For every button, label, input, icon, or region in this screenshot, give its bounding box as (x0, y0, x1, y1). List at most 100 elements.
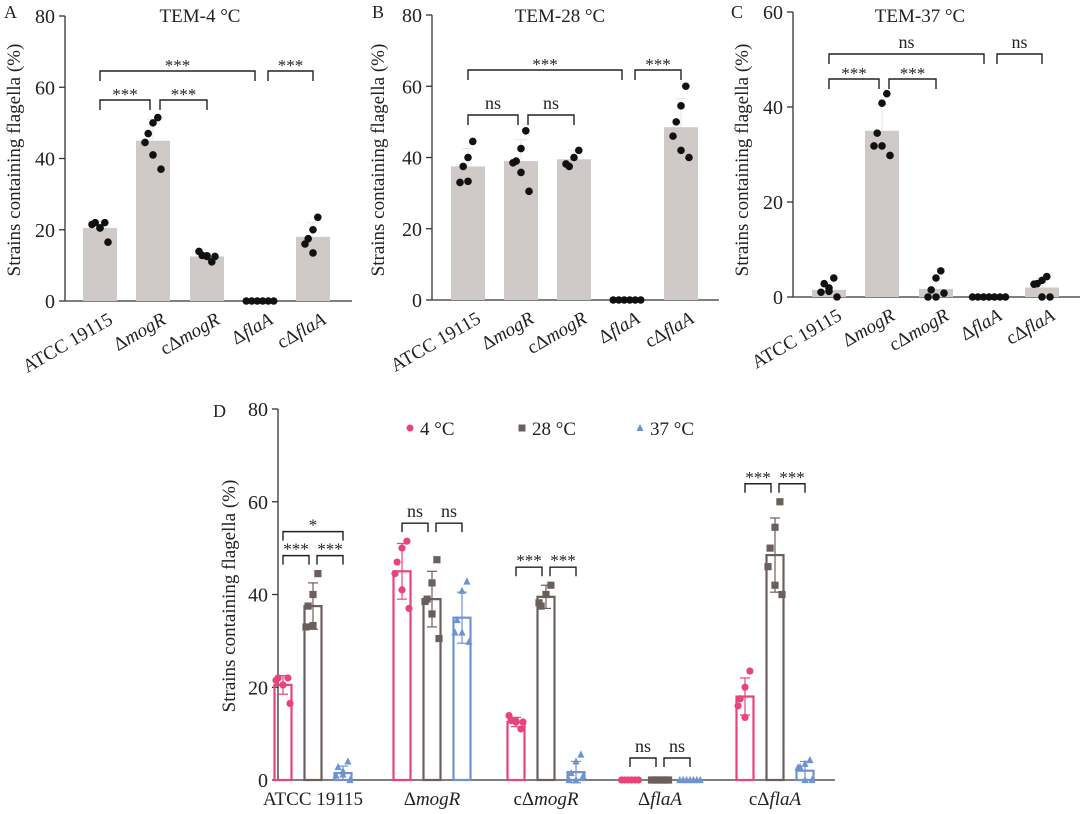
circle-marker (405, 604, 413, 613)
square-marker (433, 556, 441, 564)
square-marker (428, 579, 436, 587)
square-marker (778, 590, 786, 599)
data-point (625, 296, 634, 304)
y-axis-label: Strains containing flagella (%) (368, 44, 389, 277)
triangle-marker (572, 775, 580, 784)
significance-bracket (467, 69, 623, 80)
significance-bracket (435, 522, 463, 533)
panel-letter: A (4, 2, 17, 22)
x-tick-label: cΔflaA (1003, 305, 1059, 350)
significance-bracket (527, 114, 575, 125)
triangle-marker (458, 628, 466, 636)
data-point (301, 240, 309, 248)
significance-label: *** (532, 55, 558, 74)
significance-label: *** (283, 540, 309, 559)
tick-label-name: ATCC 19115 (19, 309, 116, 377)
significance-label: ns (635, 736, 651, 756)
square-marker (428, 610, 436, 618)
y-tick-label: 60 (248, 492, 268, 514)
y-tick-label: 60 (763, 2, 783, 24)
significance-bracket (549, 566, 577, 577)
y-tick-label: 0 (258, 770, 268, 792)
legend-item: 37 °C (636, 419, 694, 440)
significance-bracket (663, 757, 691, 767)
triangle-marker (636, 424, 644, 431)
circle-marker (734, 702, 742, 710)
data-point (309, 249, 317, 257)
data-point (314, 213, 322, 222)
triangle-marker (339, 770, 347, 778)
group: cΔflaA (734, 498, 816, 810)
data-point (522, 126, 530, 135)
panel-d: D Strains containing flagella (%) 0 20 40 60 8… (213, 399, 835, 810)
triangle-marker (579, 772, 587, 780)
circle-marker (286, 699, 294, 708)
y-tick-label: 20 (248, 677, 268, 699)
data-point (878, 99, 886, 107)
significance-label: ns (441, 501, 457, 521)
group: ΔmogR (391, 537, 473, 810)
data-point (157, 165, 165, 173)
data-point (242, 297, 251, 305)
y-tick-label: 20 (402, 219, 422, 241)
data-point (669, 132, 677, 140)
square-marker (771, 523, 779, 531)
triangle-marker (463, 577, 471, 585)
bar (392, 570, 412, 782)
panel-a: A TEM-4 °C Strains containing flagella (%)… (4, 2, 352, 377)
circle-marker (391, 570, 399, 578)
circle-marker (398, 586, 406, 594)
data-point (149, 119, 157, 127)
y-tick-label: 80 (35, 6, 55, 28)
data-point (833, 293, 841, 301)
data-point (203, 251, 211, 260)
bar (1025, 287, 1059, 297)
chart-title: TEM-4 °C (160, 6, 241, 27)
square-marker (435, 634, 443, 643)
data-point (269, 297, 278, 305)
significance-bracket (888, 78, 937, 89)
x-tick-label: cΔmogR (524, 308, 591, 359)
square-marker (518, 424, 526, 432)
x-tick-label: ΔmogR (404, 789, 461, 810)
y-tick-label: 40 (763, 97, 783, 119)
triangle-marker (334, 762, 342, 771)
x-tick-label: cΔflaA (642, 308, 698, 353)
data-point (932, 274, 940, 282)
significance-bracket (828, 53, 985, 64)
significance-label: *** (745, 468, 771, 487)
data-point (509, 159, 517, 167)
data-point (562, 160, 570, 168)
data-point (940, 289, 948, 298)
data-point (211, 252, 219, 261)
y-tick-label: 80 (402, 5, 422, 27)
circle-marker (634, 776, 643, 784)
tick-label-name: mogR (542, 308, 591, 349)
data-point (990, 293, 999, 301)
data-point (937, 267, 945, 275)
panel-letter: D (213, 401, 226, 421)
circle-marker (519, 718, 527, 726)
bar (504, 161, 538, 300)
significance-bracket (515, 566, 543, 577)
data-point (927, 286, 935, 294)
data-point (672, 118, 680, 126)
data-point (886, 151, 894, 160)
data-point (195, 247, 203, 256)
y-tick-label: 0 (45, 291, 55, 313)
y-tick-label: 80 (248, 399, 268, 421)
circle-marker (403, 537, 411, 545)
data-point (968, 293, 977, 301)
data-point (469, 137, 477, 146)
data-point (873, 129, 881, 137)
significance-label: *** (112, 85, 138, 104)
significance-label: *** (516, 551, 542, 570)
data-point (525, 187, 533, 196)
data-point (517, 144, 525, 153)
data-point (1001, 293, 1010, 301)
y-tick-label: 0 (412, 290, 422, 312)
significance-label: * (309, 516, 318, 535)
triangle-marker (696, 775, 704, 784)
group: ΔflaA (617, 775, 704, 810)
